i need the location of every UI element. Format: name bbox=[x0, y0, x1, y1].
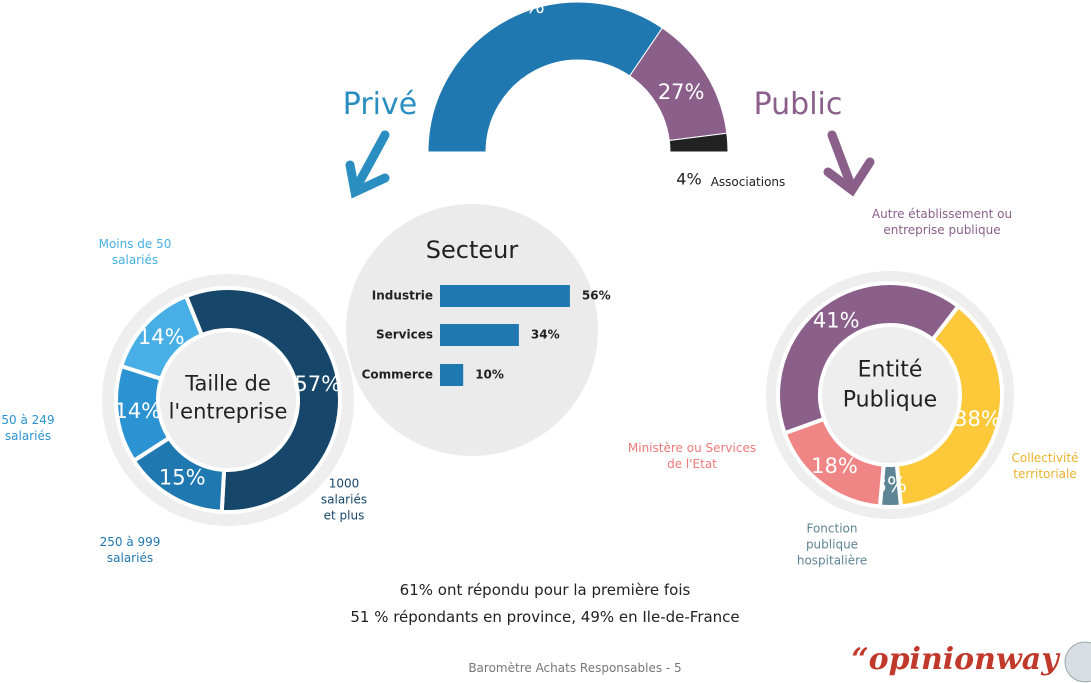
category-label: 50 à 249 salariés bbox=[1, 412, 55, 443]
value-label: 4% bbox=[676, 170, 701, 189]
segment bbox=[776, 281, 962, 436]
bar-value-label: 10% bbox=[475, 368, 504, 382]
segment bbox=[118, 293, 205, 382]
value-label: 18% bbox=[811, 454, 858, 478]
chart-title: Entité Publique bbox=[842, 357, 938, 412]
note: 51 % répondants en province, 49% en Ile-… bbox=[350, 607, 740, 626]
note: 61% ont répondu pour la première fois bbox=[399, 580, 691, 599]
value-label: 14% bbox=[114, 399, 161, 423]
category-label: Privé bbox=[342, 86, 418, 122]
bar-category: Industrie bbox=[372, 289, 433, 303]
arrow bbox=[823, 130, 875, 197]
logo: “opinionway bbox=[851, 641, 1059, 677]
value-label: 57% bbox=[294, 372, 341, 396]
arrow bbox=[345, 130, 390, 199]
bar-value-label: 56% bbox=[582, 289, 611, 303]
category-label: Public bbox=[753, 86, 843, 122]
bar bbox=[440, 285, 570, 307]
bar-category: Services bbox=[376, 328, 433, 342]
category-label: Moins de 50 salariés bbox=[98, 236, 172, 267]
bar bbox=[440, 364, 464, 386]
bar bbox=[440, 324, 519, 346]
category-label: Ministère ou Services de l'Etat bbox=[627, 440, 757, 471]
footer: Baromètre Achats Responsables - 5 bbox=[468, 660, 682, 675]
chart-title: Secteur bbox=[425, 235, 519, 264]
category-label: Fonction publique hospitalière bbox=[796, 521, 868, 569]
value-label: 14% bbox=[138, 325, 185, 349]
category-label: Associations bbox=[710, 174, 786, 189]
category-label: Collectivité territoriale bbox=[1011, 450, 1079, 481]
value-label: 69% bbox=[498, 0, 545, 18]
value-label: 41% bbox=[813, 309, 860, 333]
bar-category: Commerce bbox=[362, 368, 433, 382]
logo-badge bbox=[1064, 641, 1091, 683]
bar-value-label: 34% bbox=[531, 328, 560, 342]
value-label: 15% bbox=[159, 466, 206, 490]
segment bbox=[668, 132, 729, 153]
category-label: 250 à 999 salariés bbox=[99, 534, 161, 565]
category-label: 1000 salariés et plus bbox=[320, 476, 368, 524]
value-label: 38% bbox=[954, 407, 1001, 431]
segment bbox=[427, 1, 664, 153]
segment bbox=[183, 286, 342, 514]
chart-title: Taille de l'entreprise bbox=[168, 371, 288, 424]
segment bbox=[894, 303, 1004, 509]
segment bbox=[782, 416, 886, 509]
value-label: 27% bbox=[658, 80, 705, 104]
category-label: Autre établissement ou entreprise publiq… bbox=[871, 206, 1013, 237]
